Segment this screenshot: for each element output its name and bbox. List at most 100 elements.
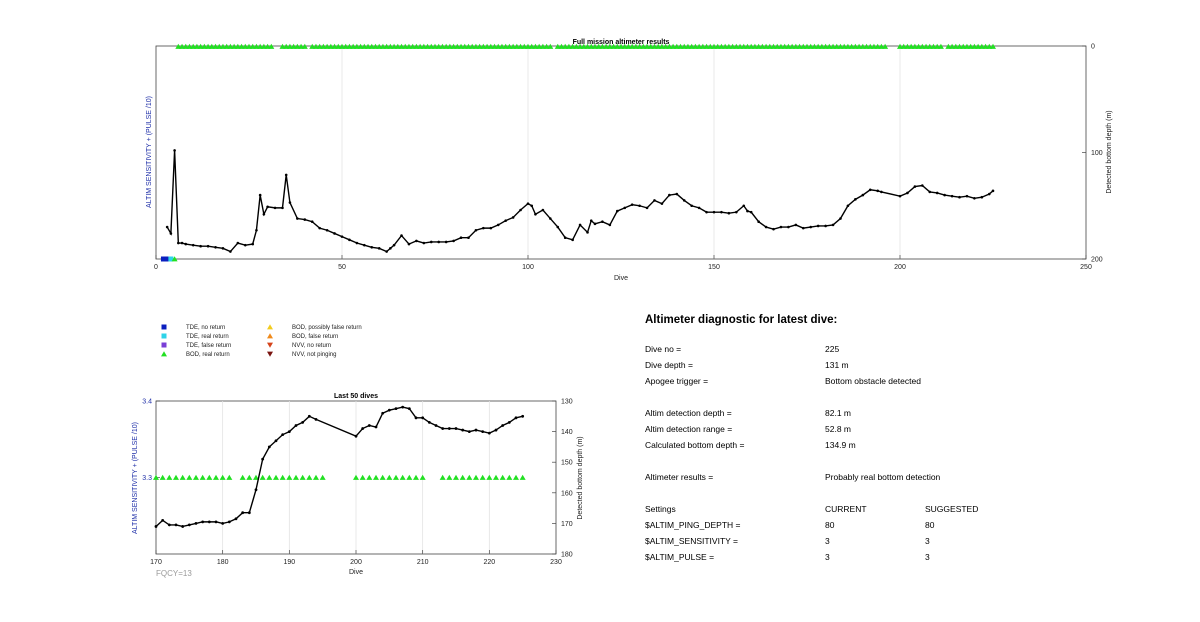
bottom-depth-point: [452, 239, 455, 243]
bottom-depth-point: [801, 226, 805, 230]
bottom-depth-point: [381, 411, 385, 415]
bod-real-return-marker: [226, 474, 233, 480]
bod-real-return-marker: [268, 43, 275, 49]
last-50-dives-chart: Last 50 dives Dive ALTIM SENSITIVITY + (…: [132, 393, 584, 578]
setting-current: 3: [825, 536, 830, 546]
bottom-depth-point: [184, 242, 188, 246]
bottom-depth-point: [444, 240, 448, 244]
setting-current: 80: [825, 520, 835, 530]
bottom-status-marker: [164, 256, 170, 262]
bottom-depth-point: [556, 225, 560, 229]
bottom-depth-point: [746, 209, 749, 213]
bottom-depth-point: [401, 405, 405, 409]
bottom-depth-point: [913, 185, 917, 188]
bottom-depth-point: [921, 184, 924, 187]
y-tick-label: 180: [561, 552, 573, 559]
bod-real-return-marker: [479, 474, 486, 480]
bottom-depth-point: [354, 434, 358, 438]
bottom-depth-point: [288, 201, 292, 204]
bod-real-return-marker: [353, 474, 359, 480]
bottom-depth-point: [787, 225, 790, 229]
legend-symbol: [267, 333, 273, 339]
bottom-depth-point: [958, 195, 961, 199]
bottom-depth-point: [392, 243, 396, 247]
bod-real-return-marker: [246, 474, 253, 480]
bottom-depth-point: [481, 430, 485, 433]
bottom-depth-point: [273, 206, 277, 210]
bottom-depth-point: [474, 428, 478, 432]
bottom-depth-point: [434, 424, 438, 427]
x-tick-label: 180: [217, 559, 229, 566]
bottom-depth-point: [267, 445, 271, 449]
bod-real-return-marker: [219, 474, 226, 480]
bod-real-return-marker: [446, 474, 453, 480]
bod-real-return-marker: [486, 474, 493, 480]
bottom-depth-point: [414, 416, 418, 420]
bottom-depth-point: [943, 193, 946, 197]
bottom-depth-point: [229, 250, 232, 253]
bottom-depth-point: [400, 234, 403, 237]
bottom-depth-point: [173, 149, 176, 152]
bottom-depth-point: [243, 243, 247, 247]
calc-bottom-row: Calculated bottom depth = 134.9 m: [645, 437, 1165, 453]
altim-depth-value: 82.1 m: [825, 408, 851, 418]
bod-real-return-marker: [882, 43, 889, 49]
bottom-depth-point: [154, 525, 158, 528]
bottom-depth-point: [199, 244, 202, 248]
current-header: CURRENT: [825, 504, 867, 514]
bottom-depth-point: [534, 212, 537, 216]
bottom-depth-point: [854, 198, 857, 201]
bottom-depth-point: [167, 523, 171, 527]
bottom-depth-point: [201, 520, 205, 524]
bottom-depth-point: [241, 511, 245, 515]
results-row: Altimeter results = Probably real bottom…: [645, 469, 1165, 485]
legend-label: BOD, real return: [186, 352, 230, 358]
bod-real-return-marker: [547, 43, 554, 49]
bottom-depth-point: [187, 523, 191, 527]
bottom-depth-point: [608, 223, 612, 227]
calc-bottom-value: 134.9 m: [825, 440, 856, 450]
bottom-depth-point: [221, 247, 225, 250]
suggested-header: SUGGESTED: [925, 504, 979, 514]
bottom-depth-point: [340, 235, 344, 238]
bottom-depth-point: [578, 223, 582, 227]
bottom-depth-point: [705, 210, 708, 214]
bod-real-return-marker: [453, 474, 459, 480]
bod-real-return-marker: [313, 474, 319, 480]
bottom-depth-point: [601, 220, 604, 224]
bod-real-return-marker: [199, 474, 206, 480]
bottom-depth-point: [831, 223, 835, 227]
bottom-depth-point: [261, 457, 265, 461]
x-axis-label: Dive: [349, 569, 363, 576]
y-tick-label: 0: [1091, 44, 1095, 51]
setting-suggested: 3: [925, 536, 930, 546]
y-axis-right-label: Detected bottom depth (m): [1106, 110, 1113, 193]
bottom-depth-point: [521, 414, 525, 418]
bottom-depth-point: [593, 222, 597, 226]
bottom-depth-point: [474, 228, 478, 232]
x-tick-label: 170: [150, 559, 162, 566]
bottom-depth-point: [487, 431, 491, 435]
bottom-depth-point: [181, 525, 185, 528]
bottom-depth-point: [876, 189, 879, 193]
bod-real-return-marker: [306, 474, 313, 480]
bod-real-return-marker: [279, 474, 286, 480]
bod-real-return-marker: [439, 474, 446, 480]
bod-real-return-marker: [173, 474, 179, 480]
dive-depth-value: 131 m: [825, 360, 849, 370]
bottom-depth-point: [177, 241, 180, 245]
bod-real-return-marker: [506, 474, 513, 480]
x-tick-label: 100: [522, 264, 534, 271]
x-tick-label: 200: [350, 559, 362, 566]
bottom-depth-point: [307, 414, 311, 418]
bod-real-return-marker: [186, 474, 193, 480]
bod-real-return-marker: [379, 474, 386, 480]
bottom-depth-point: [623, 206, 627, 210]
bottom-depth-point: [333, 232, 336, 235]
bottom-depth-point: [370, 245, 374, 249]
bottom-depth-point: [236, 241, 240, 245]
y-tick-label: 130: [561, 399, 573, 406]
bottom-depth-point: [987, 192, 991, 196]
bottom-depth-point: [310, 220, 314, 224]
bottom-depth-point: [467, 430, 471, 433]
